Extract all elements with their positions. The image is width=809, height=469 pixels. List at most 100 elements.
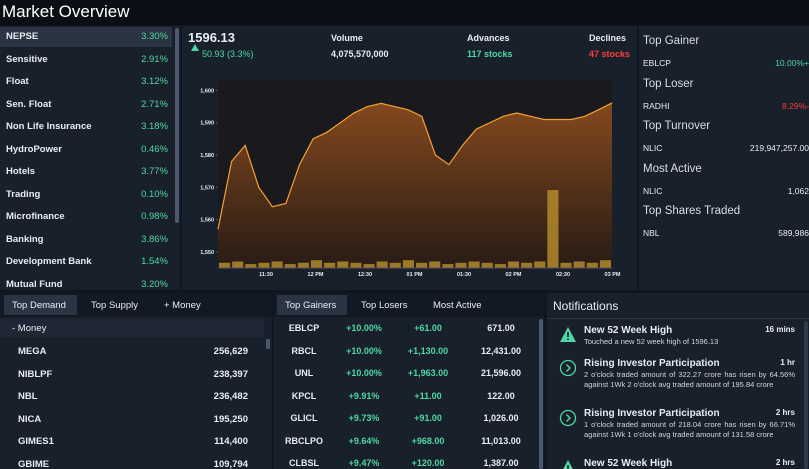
tab[interactable]: Most Active (433, 300, 482, 311)
tab-active (277, 295, 347, 315)
tab[interactable]: + Money (164, 300, 201, 311)
declines-value: 47 stocks (588, 49, 630, 59)
page-title: Market Overview (2, 2, 130, 21)
volume-bar (363, 264, 375, 268)
x-tick-label: 01 PM (407, 272, 423, 278)
tab[interactable]: Top Supply (91, 300, 139, 311)
highlight-symbol[interactable]: NLIC (643, 185, 663, 196)
notification-text: Touched a new 52 week high of 1596.13 (584, 337, 719, 346)
volume-bar (245, 264, 257, 268)
amount: 114,400 (214, 436, 248, 447)
notification-icon (563, 460, 573, 469)
index-name[interactable]: HydroPower (6, 143, 62, 155)
volume-bar (573, 261, 585, 268)
percent-change: +9.91% (348, 390, 380, 401)
volume-bar (271, 261, 283, 268)
volume-bar (494, 264, 506, 268)
index-change: 3.30% (141, 31, 168, 42)
point-change: +120.00 (411, 458, 445, 468)
volume-bar (376, 261, 388, 268)
percent-change: +9.47% (348, 458, 380, 468)
symbol[interactable]: NBL (18, 391, 38, 402)
symbol[interactable]: UNL (294, 368, 314, 378)
declines-label: Declines (588, 33, 626, 43)
amount: 238,397 (213, 368, 248, 380)
ltp: 21,596.00 (480, 368, 522, 378)
index-name[interactable]: Mutual Fund (6, 278, 63, 290)
advances-label: Advances (467, 33, 510, 43)
highlights-panel: Top Gainer EBLCP +10.00% Top Loser RADHI -8.2… (639, 26, 809, 290)
volume-bar (416, 262, 428, 268)
up-arrow (191, 44, 199, 51)
index-change: 0.98% (141, 211, 168, 222)
symbol[interactable]: EBLCP (288, 323, 320, 333)
highlight-value: 589,986 (778, 228, 809, 238)
index-name[interactable]: Non Life Insurance (6, 121, 92, 132)
tab[interactable]: Top Demand (12, 300, 66, 311)
index-name[interactable]: Hotels (6, 166, 36, 177)
x-tick-label: 03 PM (605, 272, 621, 278)
index-name[interactable]: Sen. Float (6, 98, 52, 110)
volume-bar (455, 262, 467, 268)
volume-bar (402, 260, 414, 268)
symbol[interactable]: GIMES1 (18, 436, 54, 447)
y-tick-label: 1,590 (200, 121, 214, 127)
symbol[interactable]: NIBLPF (18, 368, 53, 380)
index-change: 0.46% (141, 143, 168, 155)
notification-title[interactable]: New 52 Week High (584, 458, 673, 469)
tab[interactable]: Top Losers (361, 300, 408, 311)
index-list: NEPSE 3.30% Sensitive 2.91% Float 3.12% Sen. F… (0, 26, 180, 290)
divider (547, 318, 809, 319)
highlight-symbol[interactable]: NBL (643, 228, 660, 238)
index-name[interactable]: Float (6, 76, 29, 87)
x-tick-label: 01:30 (457, 272, 471, 278)
percent-change: +9.73% (348, 413, 380, 423)
index-name[interactable]: Microfinance (6, 211, 65, 222)
index-name[interactable]: Trading (6, 188, 41, 200)
amount: 256,629 (213, 346, 248, 357)
x-tick-label: 02:30 (556, 272, 570, 278)
tab[interactable]: Top Gainers (285, 300, 337, 311)
ltp: 11,013.00 (481, 435, 521, 446)
advances-value: 117 stocks (467, 49, 513, 59)
notifications-title: Notifications (553, 299, 619, 313)
y-tick-label: 1,550 (200, 250, 214, 256)
scrollbar (266, 339, 270, 349)
notification-time: 16 mins (765, 325, 795, 334)
volume-bar (258, 262, 270, 268)
x-tick-label: 11:30 (259, 272, 273, 278)
notification-title[interactable]: Rising Investor Participation (584, 408, 720, 419)
index-change: 3.86% (141, 233, 168, 245)
index-change: 2.91% (141, 53, 168, 65)
index-name[interactable]: Banking (6, 233, 44, 245)
highlight-title: Most Active (643, 162, 702, 175)
index-name[interactable]: Sensitive (6, 53, 48, 65)
highlight-title: Top Loser (643, 77, 694, 90)
symbol[interactable]: NICA (18, 413, 42, 425)
point-change: +91.00 (414, 413, 442, 423)
gainers-panel: Top Gainers Top Losers Most Active EBLCP +10… (274, 293, 544, 469)
symbol[interactable]: RBCL (291, 345, 317, 356)
symbol[interactable]: RBCLPO (285, 435, 323, 446)
notification-title[interactable]: New 52 Week High (584, 325, 673, 336)
highlight-title: Top Turnover (643, 120, 711, 132)
index-name[interactable]: NEPSE (6, 31, 39, 42)
symbol[interactable]: MEGA (18, 346, 47, 357)
highlight-symbol[interactable]: RADHI (643, 100, 670, 111)
y-tick-label: 1,580 (200, 153, 214, 159)
top-bar (0, 0, 809, 25)
scrollbar (804, 321, 808, 469)
notification-icon (559, 359, 577, 377)
notification-title[interactable]: Rising Investor Participation (584, 358, 720, 369)
highlight-symbol[interactable]: EBLCP (643, 58, 671, 68)
ltp: 1,387.00 (483, 458, 519, 468)
symbol[interactable]: KPCL (291, 390, 317, 401)
index-change: 0.10% (141, 188, 168, 200)
highlight-symbol[interactable]: NLIC (643, 143, 663, 153)
symbol[interactable]: GLICL (290, 413, 318, 423)
symbol[interactable]: GBIME (18, 458, 50, 469)
index-name[interactable]: Development Bank (6, 256, 92, 267)
symbol[interactable]: CLBSL (289, 458, 319, 468)
notification-text: 1 o'clock traded amount of 218.04 crore … (584, 420, 795, 439)
